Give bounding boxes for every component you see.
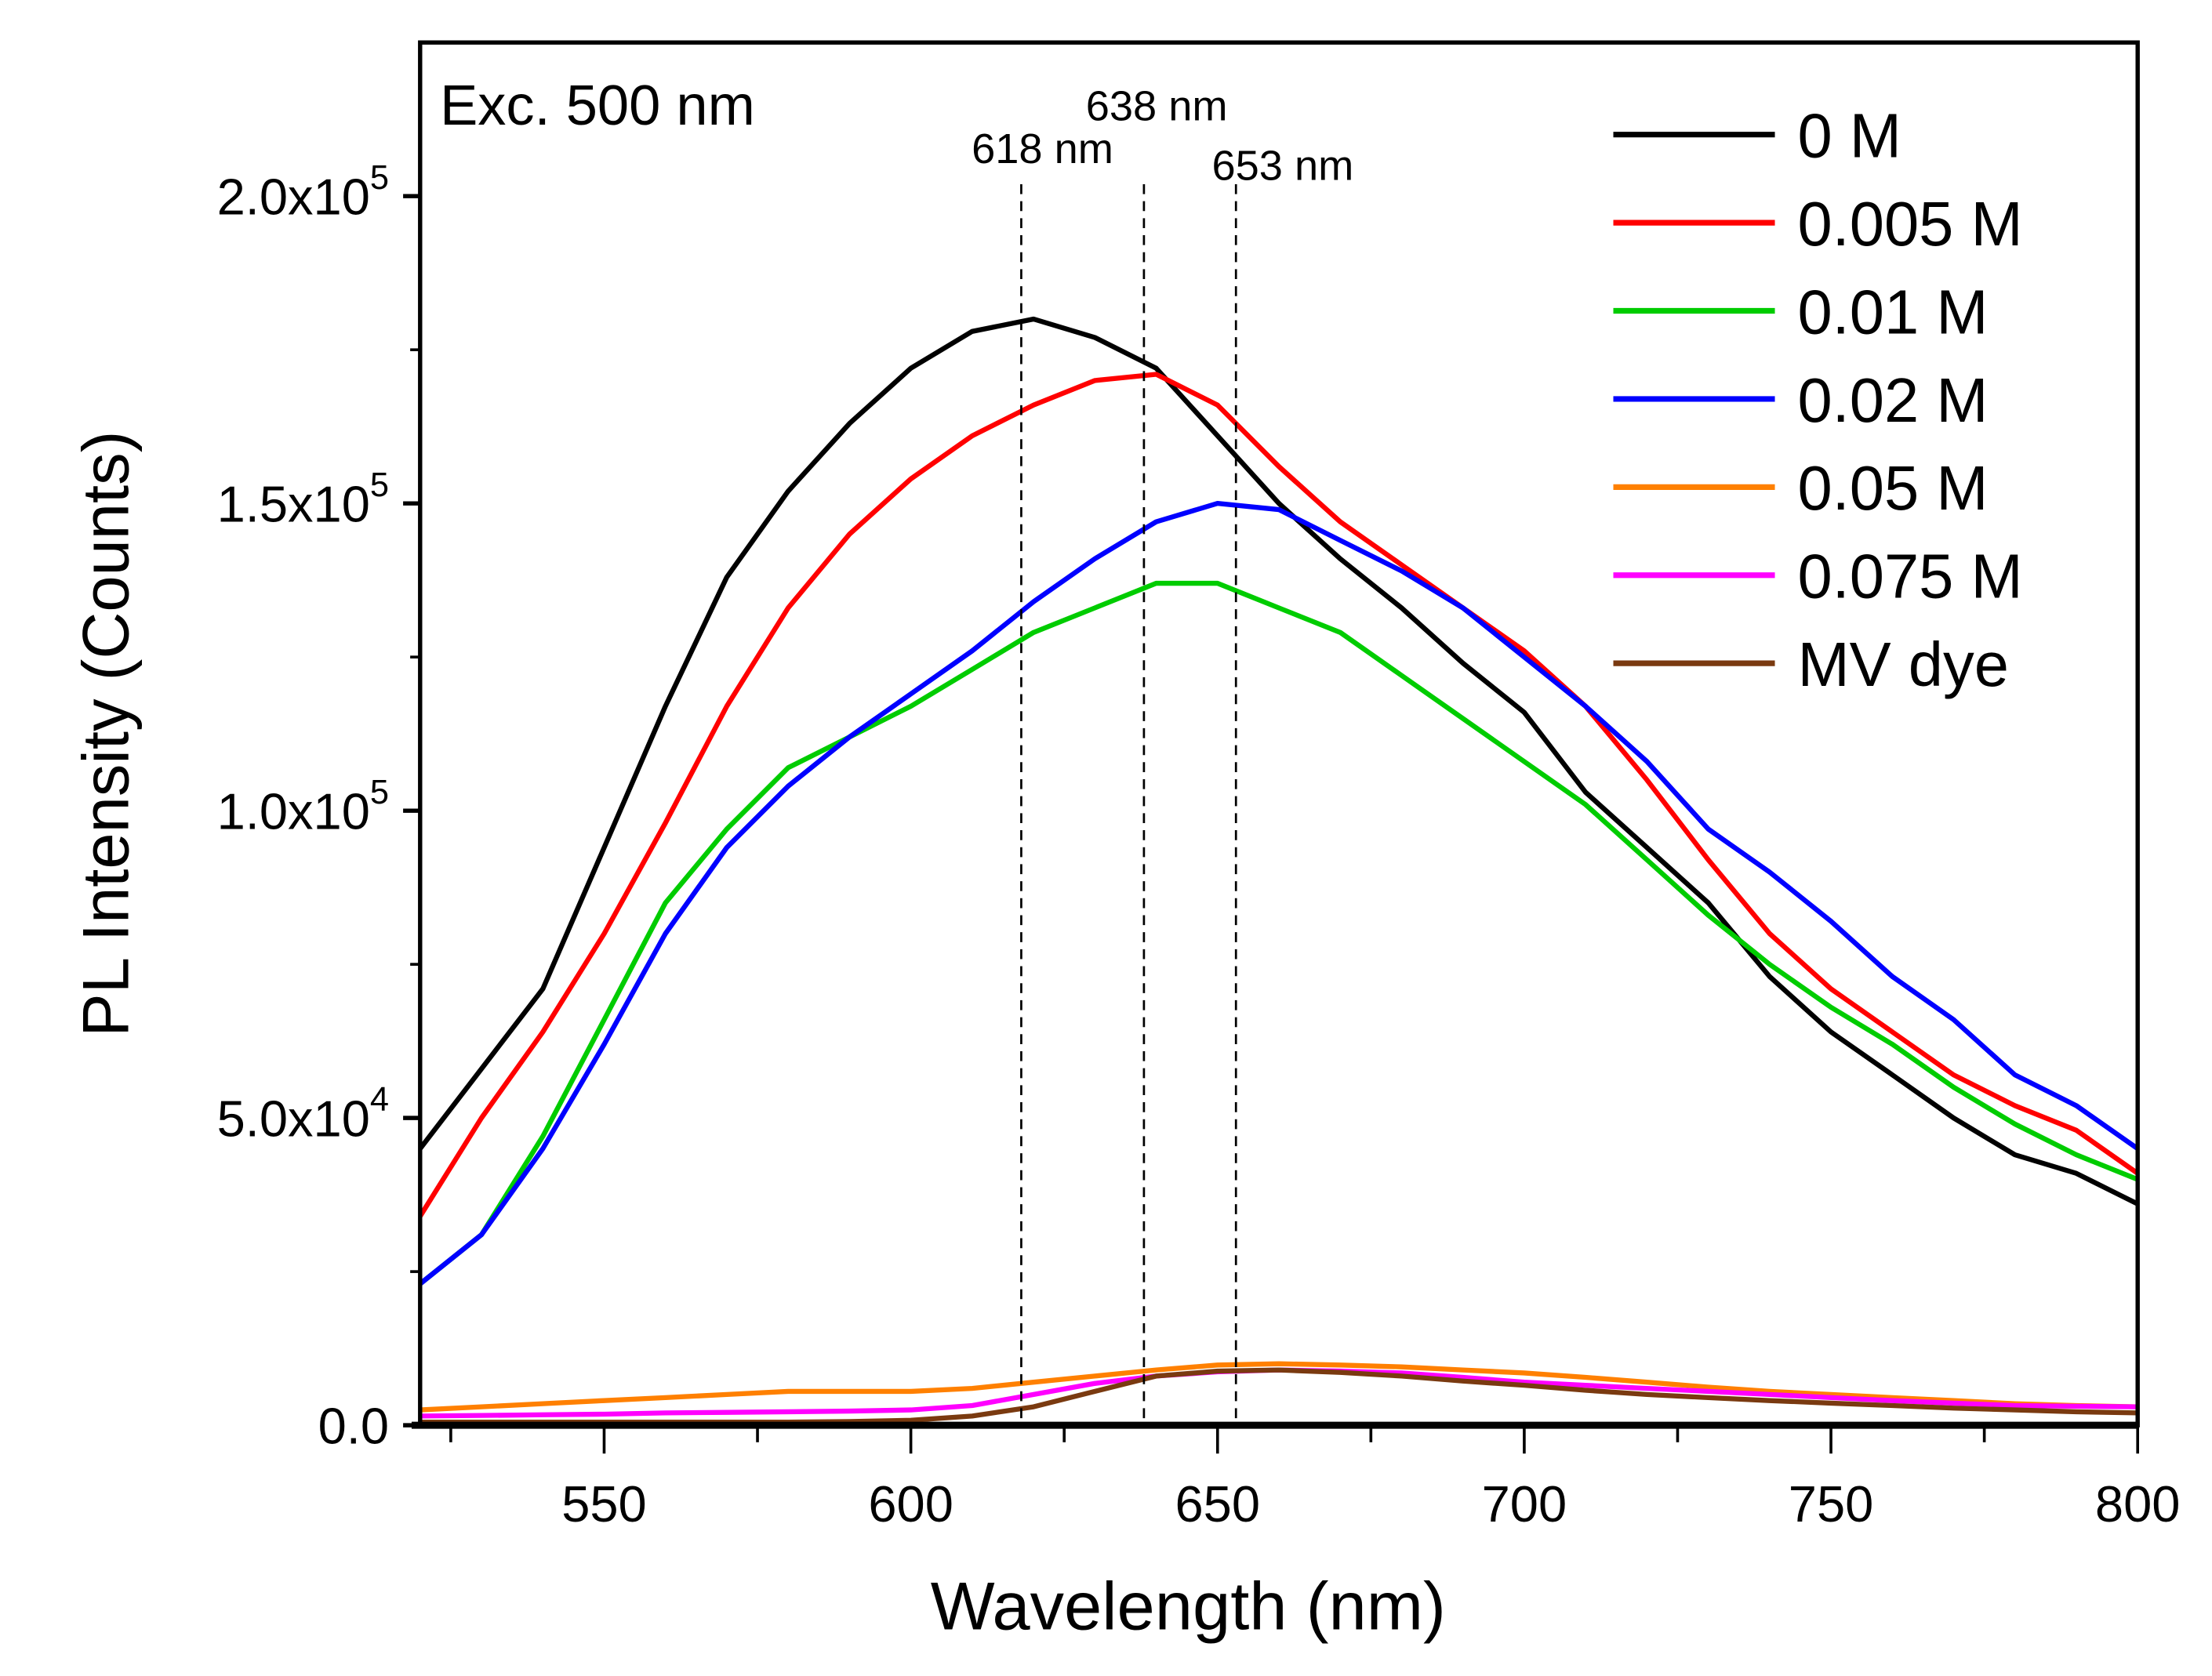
reference-label-618: 618 nm <box>972 125 1113 172</box>
y-tick-label-base: 1.5x10 <box>217 476 370 533</box>
legend-label-5: 0.075 M <box>1797 542 2022 611</box>
y-tick-label-150000: 1.5x105 <box>217 466 389 533</box>
legend-label-4: 0.05 M <box>1797 453 1988 523</box>
x-tick-label-700: 700 <box>1482 1475 1567 1533</box>
series-line-0-005-m <box>420 372 2138 1218</box>
legend-label-1: 0.005 M <box>1797 189 2022 259</box>
x-tick-label-750: 750 <box>1789 1475 1874 1533</box>
legend-label-6: MV dye <box>1797 629 2009 699</box>
y-tick-label-exponent: 5 <box>370 466 389 504</box>
y-tick-label-50000: 5.0x104 <box>217 1081 389 1148</box>
y-tick-label-base: 2.0x10 <box>217 169 370 226</box>
excitation-annotation: Exc. 500 nm <box>440 74 755 137</box>
y-axis-label: PL Intensity (Counts) <box>69 431 142 1037</box>
reference-label-638: 638 nm <box>1086 83 1228 130</box>
x-tick-label-600: 600 <box>868 1475 953 1533</box>
legend: 0 M 0.005 M 0.01 M 0.02 M 0.05 M 0.075 M MV dy… <box>1613 101 2023 699</box>
series-line-0-05-m <box>420 1361 2138 1413</box>
reference-label-653: 653 nm <box>1211 143 1353 190</box>
series-group <box>420 316 2138 1425</box>
series-line-0-01-m <box>420 580 2138 1286</box>
y-tick-label-100000: 1.0x105 <box>217 774 389 840</box>
x-tick-label-550: 550 <box>561 1475 647 1533</box>
y-tick-label-exponent: 5 <box>370 159 389 197</box>
legend-label-0: 0 M <box>1797 101 1901 171</box>
series-line-0-02-m <box>420 500 2138 1286</box>
y-tick-label-200000: 2.0x105 <box>217 159 389 226</box>
x-tick-label-650: 650 <box>1175 1475 1260 1533</box>
series-line-0-m <box>420 316 2138 1206</box>
legend-label-2: 0.01 M <box>1797 277 1988 346</box>
y-tick-label-exponent: 5 <box>370 774 389 811</box>
y-tick-label-exponent: 4 <box>370 1081 389 1119</box>
y-tick-label-0: 0.0 <box>318 1398 389 1455</box>
y-tick-label-base: 1.0x10 <box>217 783 370 840</box>
x-tick-label-800: 800 <box>2095 1475 2181 1533</box>
axes: 550 600 650 700 750 8000.05.0x1041.0x1051.5x1… <box>217 40 2181 1533</box>
y-tick-label-base: 0.0 <box>318 1398 389 1455</box>
legend-label-3: 0.02 M <box>1797 365 1988 435</box>
x-axis-label: Wavelength (nm) <box>931 1568 1446 1644</box>
y-tick-label-base: 5.0x10 <box>217 1090 370 1148</box>
